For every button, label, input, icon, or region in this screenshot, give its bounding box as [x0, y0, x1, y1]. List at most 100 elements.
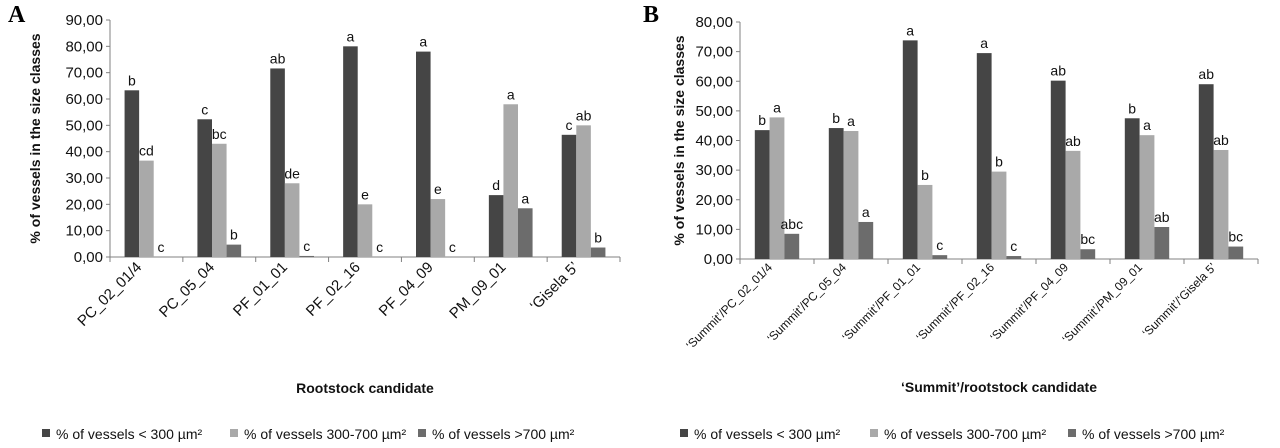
bar-series-2 [576, 125, 591, 257]
bar-sig-label: ab [1154, 209, 1170, 225]
bar-sig-label: ab [1213, 132, 1229, 148]
x-category-label: PM_09_01 [446, 259, 509, 322]
y-tick-label: 30,00 [695, 162, 733, 179]
y-tick-label: 0,00 [704, 251, 733, 268]
bar-sig-label: a [347, 28, 355, 44]
y-tick-label: 90,00 [65, 12, 103, 29]
legend-swatch [680, 429, 688, 437]
bar-sig-label: c [566, 117, 573, 133]
bar-sig-label: b [1128, 100, 1136, 116]
bar-series-2 [917, 184, 933, 259]
panel-letter: A [8, 2, 26, 28]
x-axis-title: ‘Summit’/rootstock candidate [901, 379, 1097, 395]
bar-sig-label: c [1010, 238, 1017, 254]
x-category-label: ‘Summit’/PF_04_09 [987, 260, 1071, 344]
bar-series-2 [991, 171, 1007, 259]
legend-label: % of vessels 300-700 µm² [244, 426, 406, 442]
bar-sig-label: a [773, 99, 781, 115]
y-tick-label: 10,00 [695, 221, 733, 238]
bar-series-2 [1139, 135, 1155, 259]
bar-sig-label: ab [1050, 63, 1066, 79]
bar-series-3 [858, 221, 874, 259]
y-tick-label: 20,00 [695, 192, 733, 209]
bar-sig-label: e [361, 186, 369, 202]
bar-sig-label: e [434, 181, 442, 197]
bar-series-3 [299, 255, 314, 257]
bar-sig-label: abc [781, 216, 804, 232]
bar-series-3 [226, 244, 242, 257]
x-axis-title: Rootstock candidate [296, 380, 434, 396]
bar-series-3 [590, 247, 606, 257]
y-tick-label: 50,00 [65, 117, 103, 134]
x-category-label: PF_01_01 [230, 259, 291, 320]
legend-swatch [42, 429, 50, 437]
bar-sig-label: ab [1065, 133, 1081, 149]
y-tick-label: 70,00 [695, 44, 733, 61]
bar-series-2 [843, 131, 859, 259]
legend-label: % of vessels 300-700 µm² [884, 426, 1046, 442]
bar-sig-label: c [936, 237, 943, 253]
bar-sig-label: b [921, 167, 929, 183]
x-category-label: ‘Summit’/PC_02_01/4 [683, 260, 775, 352]
bar-series-1 [976, 53, 992, 260]
bar-sig-label: ab [576, 107, 592, 123]
bar-series-2 [1213, 149, 1229, 259]
bar-sig-label: a [1143, 117, 1151, 133]
bar-series-3 [1154, 227, 1170, 259]
bar-series-3 [1006, 256, 1022, 259]
x-category-label: PC_05_04 [156, 259, 218, 321]
y-tick-label: 0,00 [74, 249, 103, 266]
bar-series-1 [270, 68, 285, 257]
bar-series-1 [1124, 118, 1140, 259]
bar-sig-label: a [847, 113, 855, 129]
bar-sig-label: a [521, 190, 529, 206]
bar-series-3 [518, 208, 533, 257]
bar-series-2 [139, 160, 154, 257]
x-category-label: ‘Gisela 5’ [527, 259, 583, 315]
bar-sig-label: bc [212, 126, 227, 142]
bar-sig-label: a [862, 204, 870, 220]
bar-series-1 [124, 90, 140, 257]
bar-sig-label: a [906, 22, 914, 38]
bar-series-1 [343, 46, 358, 258]
bar-sig-label: c [201, 101, 208, 117]
y-tick-label: 60,00 [65, 91, 103, 108]
bar-sig-label: a [419, 34, 427, 50]
y-axis-title: % of vessels in the size classes [671, 35, 687, 245]
y-tick-label: 30,00 [65, 170, 103, 187]
bar-series-2 [1065, 150, 1081, 259]
bar-sig-label: b [995, 154, 1003, 170]
bar-sig-label: bc [1080, 231, 1095, 247]
chart-b: B 0,00 10,00 20,00 30,00 40,00 50,00 60,00 70,00… [643, 2, 1259, 442]
bar-series-1 [902, 40, 918, 260]
bar-sig-label: de [284, 165, 300, 181]
x-category-label: PC_02_01/4 [74, 259, 145, 330]
legend-label: % of vessels >700 µm² [1082, 426, 1225, 442]
y-tick-label: 20,00 [65, 196, 103, 213]
y-axis-title: % of vessels in the size classes [27, 33, 43, 243]
x-category-label: ‘Summit’/PC_05_04 [764, 260, 849, 345]
y-tick-label: 40,00 [65, 144, 103, 161]
bar-series-3 [1080, 249, 1096, 259]
legend-swatch [1068, 429, 1076, 437]
bar-series-3 [932, 255, 948, 259]
y-tick-label: 40,00 [695, 133, 733, 150]
bar-series-2 [769, 117, 785, 259]
bar-sig-label: ab [270, 50, 286, 66]
bar-sig-label: d [492, 177, 500, 193]
bar-sig-label: ab [1198, 66, 1214, 82]
y-tick-label: 50,00 [695, 103, 733, 120]
bar-series-1 [197, 119, 212, 257]
chart-a: A 0,00 10,00 20,00 30,00 40,00 50,00 60,00 70,00… [8, 2, 621, 442]
bar-series-2 [430, 199, 446, 257]
bar-sig-label: c [376, 239, 383, 255]
legend-label: % of vessels >700 µm² [432, 426, 575, 442]
bar-sig-label: cd [139, 143, 154, 159]
bar-sig-label: c [158, 239, 165, 255]
x-category-label: ‘Summit’/PF_01_01 [839, 260, 923, 344]
panel-letter: B [643, 2, 659, 28]
bar-series-1 [488, 195, 504, 257]
legend-label: % of vessels < 300 µm² [694, 426, 841, 442]
y-tick-label: 70,00 [65, 65, 103, 82]
